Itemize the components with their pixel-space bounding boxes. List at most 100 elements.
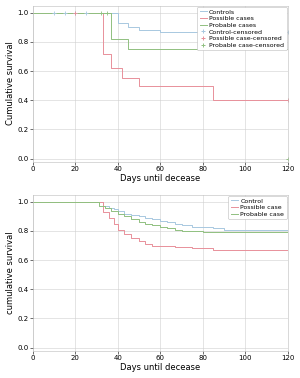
Controls xyxy=(105,11,109,15)
Control xyxy=(129,213,132,217)
Control xyxy=(95,200,98,204)
Probable case xyxy=(286,345,290,350)
Probable case xyxy=(265,230,268,235)
Possible cases xyxy=(101,51,105,56)
Probable case xyxy=(173,227,177,232)
Probable cases xyxy=(31,11,34,15)
Control xyxy=(150,217,154,222)
Probable case xyxy=(201,230,205,235)
Control xyxy=(173,222,177,226)
Possible case xyxy=(144,242,147,246)
Possible cases xyxy=(158,84,162,88)
X-axis label: Days until decease: Days until decease xyxy=(120,174,200,183)
Probable case xyxy=(158,225,162,229)
Control xyxy=(31,200,34,204)
Controls xyxy=(286,29,290,34)
Control xyxy=(107,205,111,210)
Probable case xyxy=(137,220,141,225)
Possible case xyxy=(150,243,154,248)
Possible case xyxy=(180,245,183,249)
Line: Controls: Controls xyxy=(33,13,288,32)
Line: Possible case: Possible case xyxy=(33,202,288,250)
Possible cases xyxy=(95,11,98,15)
Possible case xyxy=(265,248,268,252)
Probable case xyxy=(165,226,168,230)
Probable case xyxy=(190,229,194,233)
Controls xyxy=(31,11,34,15)
Control xyxy=(137,214,141,219)
Control xyxy=(180,223,183,228)
Possible case xyxy=(173,245,177,249)
Control xyxy=(286,227,290,232)
Possible case xyxy=(31,200,34,204)
Probable case xyxy=(244,230,247,235)
Possible case xyxy=(190,246,194,251)
Legend: Controls, Possible cases, Probable cases, Control-censored, Possible case-censor: Controls, Possible cases, Probable cases… xyxy=(197,7,286,50)
X-axis label: Days until decease: Days until decease xyxy=(120,363,200,372)
Possible cases xyxy=(120,76,124,81)
Possible case xyxy=(137,239,141,243)
Controls xyxy=(137,28,141,33)
Control xyxy=(212,226,215,230)
Probable case xyxy=(103,205,107,210)
Control xyxy=(144,215,147,220)
Line: Probable cases: Probable cases xyxy=(33,13,288,49)
Possible cases xyxy=(137,84,141,88)
Probable cases xyxy=(127,47,130,51)
Legend: Control, Possible case, Probable case: Control, Possible case, Probable case xyxy=(228,196,286,220)
Possible case xyxy=(112,222,115,226)
Probable cases xyxy=(99,11,103,15)
Probable case xyxy=(212,230,215,235)
Possible case xyxy=(165,243,168,248)
Control xyxy=(222,227,226,232)
Line: Possible cases: Possible cases xyxy=(33,13,288,100)
Probable case xyxy=(122,214,126,219)
Possible cases xyxy=(31,11,34,15)
Control xyxy=(116,208,120,213)
Probable case xyxy=(97,204,101,209)
Line: Control: Control xyxy=(33,202,288,229)
Controls xyxy=(116,21,120,25)
Controls xyxy=(127,25,130,30)
Probable case xyxy=(110,208,113,213)
Probable case xyxy=(129,217,132,222)
Possible case xyxy=(158,243,162,248)
Probable case xyxy=(91,200,94,204)
Probable case xyxy=(31,200,34,204)
Possible case xyxy=(95,200,98,204)
Y-axis label: cumulative survival: cumulative survival xyxy=(6,231,15,314)
Control xyxy=(265,227,268,232)
Control xyxy=(165,220,168,225)
Probable case xyxy=(116,211,120,216)
Probable case xyxy=(144,222,147,226)
Possible cases xyxy=(201,84,205,88)
Y-axis label: Cumulative survival: Cumulative survival xyxy=(6,42,15,125)
Possible case xyxy=(222,248,226,252)
Possible case xyxy=(212,248,215,252)
Possible cases xyxy=(212,98,215,102)
Control xyxy=(112,207,115,211)
Possible case xyxy=(101,210,105,214)
Control xyxy=(244,227,247,232)
Probable cases xyxy=(110,37,113,41)
Controls xyxy=(158,29,162,34)
Control xyxy=(122,211,126,216)
Probable case xyxy=(180,229,183,233)
Probable cases xyxy=(286,47,290,51)
Line: Probable case: Probable case xyxy=(33,202,288,348)
Control xyxy=(190,225,194,229)
Possible case xyxy=(286,248,290,252)
Possible case xyxy=(122,232,126,236)
Control xyxy=(158,218,162,223)
Possible cases xyxy=(110,66,113,70)
Possible case xyxy=(116,227,120,232)
Possible case xyxy=(244,248,247,252)
Possible case xyxy=(201,246,205,251)
Possible case xyxy=(129,236,132,240)
Probable case xyxy=(222,230,226,235)
Possible case xyxy=(107,215,111,220)
Control xyxy=(101,204,105,209)
Control xyxy=(201,225,205,229)
Probable case xyxy=(150,223,154,228)
Possible cases xyxy=(286,98,290,102)
